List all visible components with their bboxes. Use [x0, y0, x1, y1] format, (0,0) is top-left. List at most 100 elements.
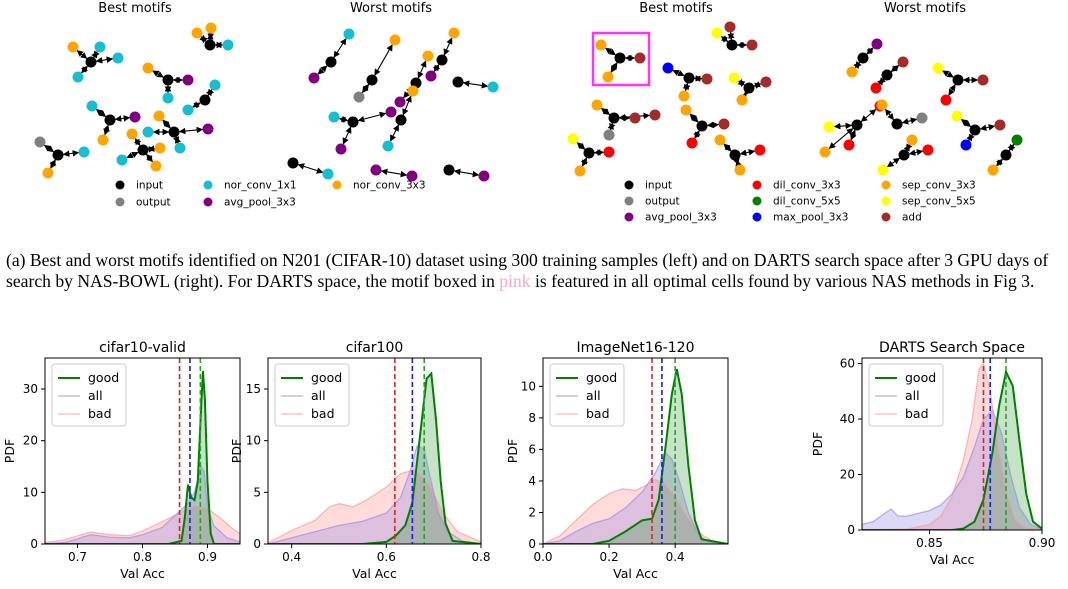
motif-node	[729, 149, 741, 161]
ytick-label: 2	[528, 505, 536, 519]
legend-right-sep-conv-3x3-label: sep_conv_3x3	[902, 180, 976, 192]
motif-node	[614, 52, 626, 64]
motif-node	[366, 74, 378, 86]
motif-edge	[380, 168, 408, 178]
motif-node	[608, 112, 620, 124]
motif-edge	[948, 84, 956, 96]
motif-edge	[740, 88, 751, 100]
legend-box	[274, 363, 350, 427]
motif-node	[940, 94, 952, 106]
motif-node	[174, 142, 186, 154]
motif-node	[574, 165, 586, 177]
legend-right-dil-conv-3x3-marker	[752, 180, 762, 190]
motif-edge	[600, 107, 611, 116]
motif-node	[52, 149, 64, 161]
motif-node	[876, 99, 888, 111]
motif-node	[202, 123, 214, 135]
legend-left-nor-conv-1x1-marker	[203, 180, 213, 190]
motif-node	[680, 104, 692, 116]
motif-node	[743, 82, 755, 94]
panel-title-best-n201: Best motifs	[98, 1, 172, 16]
legend-right-input-marker	[624, 180, 634, 190]
legend-label-good: good	[311, 370, 342, 385]
motif-edge	[114, 115, 131, 122]
legend-label-good: good	[586, 370, 617, 385]
motif-node	[353, 91, 365, 103]
motif-node	[168, 126, 180, 138]
xtick-label: 0.2	[600, 550, 619, 564]
chart-3: 0.85 0.90 0 20 40 60 DARTS Search Space Val Acc…	[810, 340, 1055, 567]
motif-node	[328, 111, 340, 123]
motif-node	[726, 39, 738, 51]
series-all-line	[268, 444, 481, 544]
motif-node	[150, 160, 162, 172]
legend-label-bad: bad	[586, 406, 610, 421]
motif-node	[906, 134, 918, 146]
legend-left-output-marker	[115, 197, 125, 207]
motif-edge	[828, 128, 854, 149]
legend-right-dil-conv-3x3-label: dil_conv_3x3	[773, 180, 841, 192]
motif-node	[724, 21, 736, 33]
legend-right-output-label: output	[645, 196, 680, 208]
panel-title-worst-n201: Worst motifs	[350, 1, 432, 16]
motif-node	[42, 167, 54, 179]
motif-node	[678, 90, 690, 102]
motif-node	[85, 56, 97, 68]
motif-node	[754, 144, 766, 156]
motif-edge	[576, 142, 586, 150]
motif-graphs	[34, 21, 1023, 182]
highlight-box	[591, 31, 651, 87]
series-all-line	[862, 409, 1042, 530]
motif-node	[162, 92, 174, 104]
motif-node	[881, 69, 893, 81]
motif-node	[385, 106, 397, 118]
axes-frame	[542, 357, 729, 545]
series-good-fill	[45, 370, 240, 544]
series-good-fill	[862, 371, 1042, 530]
xtick-label: 0.0	[533, 550, 552, 564]
legend-right-sep-conv-5x5-marker	[881, 196, 891, 206]
legend-left-nor-conv-1x1-label: nor_conv_1x1	[224, 180, 297, 192]
motif-edge	[126, 151, 139, 159]
axes-frame	[267, 357, 482, 545]
motif-edge	[849, 129, 857, 141]
ytick-label: 60	[840, 357, 855, 371]
motif-node	[325, 56, 337, 68]
motif-node	[1011, 134, 1023, 146]
motif-node	[129, 111, 141, 123]
motif-node	[436, 54, 448, 66]
ytick-label: 10	[23, 485, 38, 499]
motif-node	[898, 149, 910, 161]
motif-node	[142, 62, 154, 74]
motif-node	[182, 104, 194, 116]
motif-edge	[706, 121, 720, 129]
motif-node	[382, 140, 394, 152]
motif-edge	[890, 65, 900, 72]
motif-node	[78, 146, 90, 158]
motif-node	[736, 94, 748, 106]
panel-title-best-darts: Best motifs	[639, 1, 713, 16]
motif-node	[760, 76, 772, 88]
series-bad-fill	[543, 479, 728, 544]
ytick-label: 5	[253, 485, 261, 499]
motif-node	[583, 147, 595, 159]
y-axis-label: PDF	[810, 432, 825, 456]
motif-node	[696, 120, 708, 132]
motif-edge	[960, 118, 972, 128]
motif-node	[969, 124, 981, 136]
motif-edge	[133, 137, 142, 147]
motif-node	[932, 62, 944, 74]
motif-node	[734, 164, 746, 176]
ytick-label: 0	[847, 523, 855, 537]
y-axis-label: PDF	[505, 439, 520, 463]
motif-node	[952, 74, 964, 86]
motif-node	[154, 142, 166, 154]
series-bad-line	[862, 362, 1042, 530]
motif-edge	[192, 101, 201, 109]
motif-edge	[357, 111, 387, 123]
motif-node	[394, 96, 406, 108]
xtick-label: 0.8	[471, 550, 490, 564]
legend-label-bad: bad	[88, 406, 112, 421]
motif-edge	[317, 65, 328, 75]
motif-node	[182, 74, 194, 86]
